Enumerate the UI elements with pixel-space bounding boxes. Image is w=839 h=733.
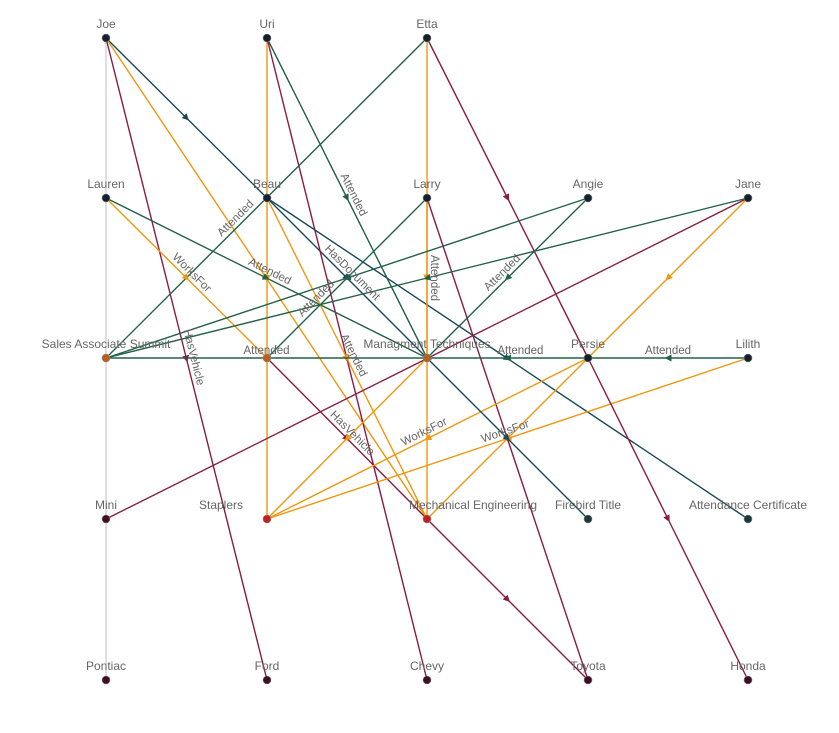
node-dot[interactable]: [743, 675, 753, 685]
node-label: Honda: [730, 659, 766, 673]
nodes-layer: Joe Uri Etta Lauren Beau Larry Angie Jane Sales …: [42, 17, 807, 685]
node-toyota[interactable]: Toyota: [570, 659, 606, 685]
node-label: Sales Associate Summit: [42, 337, 171, 351]
edge-joe-ford: [105, 37, 268, 681]
node-persie[interactable]: Persie: [571, 337, 605, 363]
edge-labels-layer: HasDocumentHasVehicleAttendedAttendedAtt…: [170, 172, 691, 459]
node-mini[interactable]: Mini: [95, 498, 117, 524]
node-firebird[interactable]: Firebird Title: [555, 498, 621, 524]
node-angie[interactable]: Angie: [573, 177, 604, 203]
node-staplers[interactable]: Staplers: [199, 498, 272, 524]
node-cert[interactable]: Attendance Certificate: [689, 498, 807, 524]
node-label: Angie: [573, 177, 604, 191]
edge-label: Attended: [296, 278, 337, 319]
node-dot[interactable]: [262, 353, 272, 363]
edge-mgmt-staplers: [266, 357, 428, 520]
node-jane[interactable]: Jane: [735, 177, 761, 203]
node-dot[interactable]: [101, 33, 111, 43]
node-dot[interactable]: [422, 353, 432, 363]
node-unlabeled[interactable]: [262, 353, 272, 363]
node-dot[interactable]: [422, 193, 432, 203]
node-dot[interactable]: [743, 193, 753, 203]
node-dot[interactable]: [422, 675, 432, 685]
node-dot[interactable]: [422, 514, 432, 524]
node-label: Firebird Title: [555, 498, 621, 512]
node-label: Attendance Certificate: [689, 498, 807, 512]
node-label: Lauren: [87, 177, 124, 191]
node-uri[interactable]: Uri: [259, 17, 275, 43]
node-label: Pontiac: [86, 659, 126, 673]
node-label: Lilith: [736, 337, 761, 351]
node-label: Mechanical Engineering: [409, 498, 537, 512]
node-dot[interactable]: [262, 193, 272, 203]
edge-persie-honda: [587, 357, 749, 681]
node-honda[interactable]: Honda: [730, 659, 766, 685]
edge-label: Attended: [497, 345, 543, 357]
node-chevy[interactable]: Chevy: [410, 659, 444, 685]
node-dot[interactable]: [583, 353, 593, 363]
edge-persie-staplers: [266, 357, 589, 520]
node-dot[interactable]: [101, 353, 111, 363]
edge-label: Attended: [243, 345, 289, 357]
node-dot[interactable]: [101, 514, 111, 524]
node-label: Managment Techniques: [363, 337, 490, 351]
node-dot[interactable]: [743, 514, 753, 524]
edge-label: Attended: [645, 345, 691, 357]
node-beau[interactable]: Beau: [253, 177, 281, 203]
node-lauren[interactable]: Lauren: [87, 177, 125, 203]
node-label: Chevy: [410, 659, 444, 673]
node-mecheng[interactable]: Mechanical Engineering: [409, 498, 537, 524]
node-label: Uri: [259, 17, 274, 31]
node-lilith[interactable]: Lilith: [736, 337, 761, 363]
node-label: Beau: [253, 177, 281, 191]
node-dot[interactable]: [262, 33, 272, 43]
node-dot[interactable]: [101, 675, 111, 685]
node-dot[interactable]: [743, 353, 753, 363]
edge-mgmt-firebird: [426, 357, 589, 520]
edge-angie-mgmt: [426, 197, 589, 359]
edge-jane-persie: [587, 197, 749, 359]
edge-mecheng-toyota: [426, 518, 589, 681]
node-label: Joe: [96, 17, 116, 31]
edge-lauren-unlabeled: [105, 197, 268, 359]
node-dot[interactable]: [101, 193, 111, 203]
node-label: Larry: [413, 177, 440, 191]
node-dot[interactable]: [583, 675, 593, 685]
edge-jane-summit: [105, 197, 749, 359]
node-larry[interactable]: Larry: [413, 177, 441, 203]
edge-lauren-mgmt: [105, 197, 428, 359]
node-joe[interactable]: Joe: [96, 17, 116, 43]
node-dot[interactable]: [583, 193, 593, 203]
node-label: Staplers: [199, 498, 243, 512]
node-label: Toyota: [570, 659, 606, 673]
node-etta[interactable]: Etta: [416, 17, 438, 43]
node-ford[interactable]: Ford: [255, 659, 280, 685]
node-dot[interactable]: [583, 514, 593, 524]
edge-joe-beau: [105, 37, 268, 199]
node-summit[interactable]: Sales Associate Summit: [42, 337, 171, 363]
edge-angie-summit: [105, 197, 589, 359]
edge-label: HasVehicle: [180, 328, 206, 387]
node-dot[interactable]: [262, 675, 272, 685]
edge-etta-persie: [426, 37, 589, 359]
edge-uri-mgmt: [266, 37, 428, 359]
node-label: Mini: [95, 498, 117, 512]
node-label: Jane: [735, 177, 761, 191]
edge-label: Attended: [428, 255, 440, 301]
node-dot[interactable]: [262, 514, 272, 524]
node-mgmt[interactable]: Managment Techniques: [363, 337, 491, 363]
edge-label: WorksFor: [399, 416, 449, 449]
node-label: Ford: [255, 659, 280, 673]
node-label: Persie: [571, 337, 605, 351]
node-label: Etta: [416, 17, 438, 31]
node-pontiac[interactable]: Pontiac: [86, 659, 126, 685]
node-dot[interactable]: [422, 33, 432, 43]
